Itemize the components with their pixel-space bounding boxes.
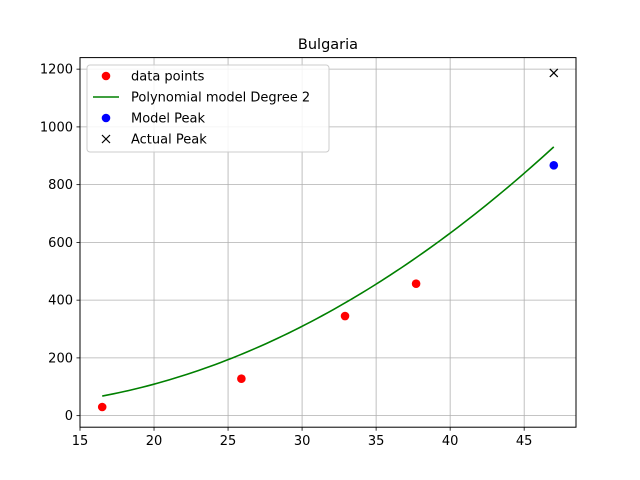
data-point	[340, 311, 350, 321]
model-peak-marker	[549, 161, 559, 170]
data-point	[97, 402, 107, 412]
legend-entry: Polynomial model Degree 2	[93, 91, 310, 106]
y-tick-label: 400	[48, 294, 73, 309]
x-tick-label: 35	[368, 434, 385, 449]
x-tick-label: 40	[442, 434, 459, 449]
y-tick-label: 1200	[40, 63, 73, 78]
legend: data points Polynomial model Degree 2 Mode…	[86, 64, 330, 153]
actual-peak-stroke	[549, 68, 559, 78]
x-tick-label: 45	[516, 434, 533, 449]
curve-layer	[102, 146, 555, 397]
x-tick-label: 25	[220, 434, 237, 449]
legend-marker-swatch	[101, 113, 111, 123]
data-point	[411, 279, 421, 288]
x-tick-label: 20	[146, 434, 163, 449]
y-tick-label: 200	[48, 351, 73, 366]
y-tick-label: 800	[48, 178, 73, 193]
legend-entry: Model Peak	[101, 112, 206, 127]
chart-title: Bulgaria	[298, 37, 358, 53]
axes-ticks: 15 20 25 30 35 40 45 0 200 400 600 800 1000 1200	[40, 63, 533, 450]
legend-entry: Actual Peak	[101, 133, 207, 148]
y-tick-label: 1000	[40, 120, 73, 135]
legend-x-swatch	[101, 134, 111, 144]
legend-box	[86, 64, 330, 153]
actual-peak-marker	[549, 68, 559, 78]
y-tick-label: 600	[48, 236, 73, 251]
legend-label: Actual Peak	[131, 133, 207, 148]
x-tick-label: 30	[294, 434, 311, 449]
legend-entry: data points	[101, 70, 205, 85]
polynomial-model-curve	[102, 146, 555, 397]
legend-label: data points	[131, 70, 205, 85]
legend-label: Model Peak	[131, 112, 206, 127]
y-tick-label: 0	[65, 409, 73, 424]
data-point	[237, 374, 246, 383]
x-tick-label: 15	[72, 434, 89, 449]
marker-layer	[97, 68, 559, 412]
legend-marker-swatch	[101, 71, 111, 81]
legend-label: Polynomial model Degree 2	[131, 91, 310, 106]
